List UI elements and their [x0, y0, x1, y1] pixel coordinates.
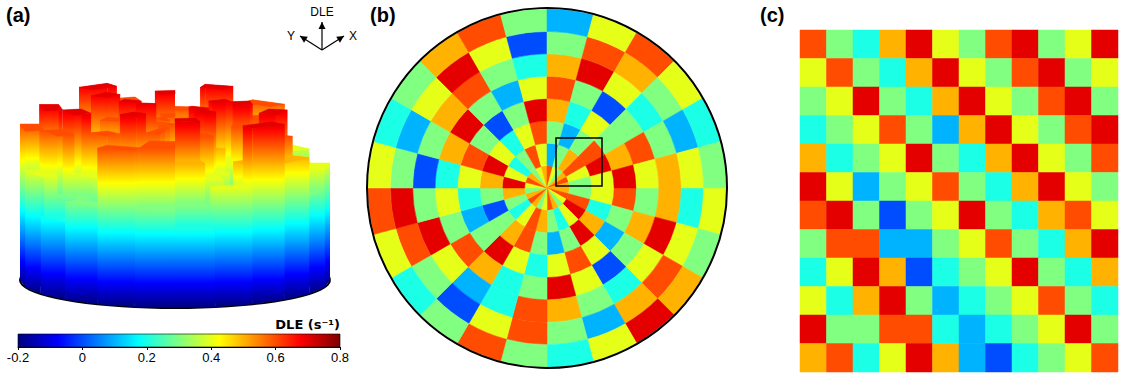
- svg-text:DLE (s⁻¹): DLE (s⁻¹): [275, 317, 340, 332]
- svg-text:(c): (c): [760, 4, 784, 26]
- svg-text:Y: Y: [287, 29, 295, 43]
- svg-text:-0.2: -0.2: [7, 350, 29, 365]
- svg-text:0.4: 0.4: [202, 350, 220, 365]
- svg-text:0.6: 0.6: [267, 350, 285, 365]
- svg-text:0.8: 0.8: [331, 350, 349, 365]
- svg-text:DLE: DLE: [310, 5, 333, 19]
- svg-text:(b): (b): [370, 4, 396, 26]
- svg-text:0.2: 0.2: [138, 350, 156, 365]
- svg-text:0: 0: [79, 350, 86, 365]
- svg-text:X: X: [349, 29, 357, 43]
- svg-text:(a): (a): [6, 4, 30, 26]
